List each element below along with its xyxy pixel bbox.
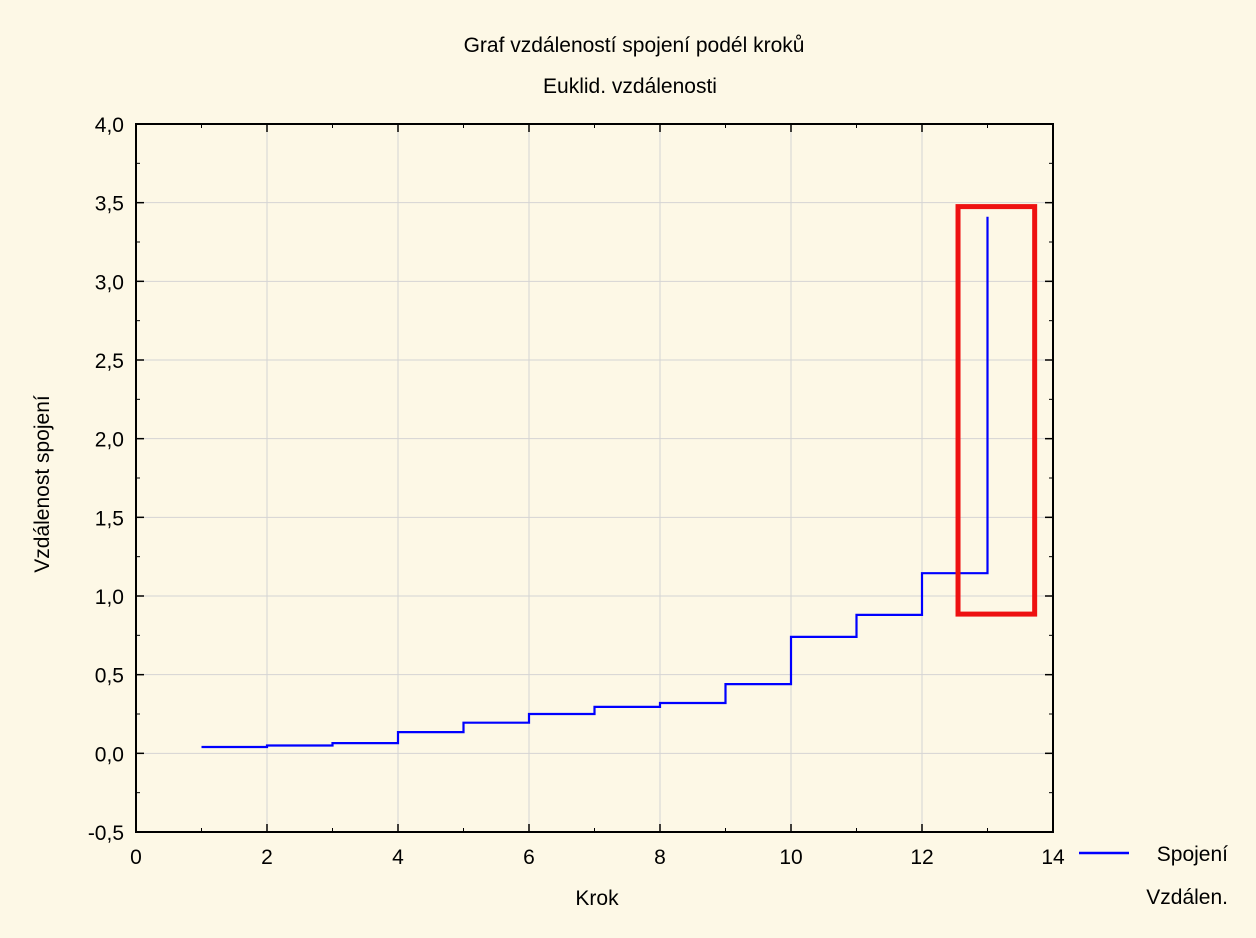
series-line [201,216,989,749]
x-tick-label: 4 [392,846,404,869]
legend: Spojení Vzdálen. [1079,843,1228,909]
y-tick-label: 3,5 [95,193,124,216]
y-tick-label: 3,0 [95,271,124,294]
x-tick-label: 8 [654,846,666,869]
y-tick-label: 0,0 [95,743,124,766]
legend-series-subname: Vzdálen. [1146,886,1228,909]
tick-labels-layer: 0 2 4 6 8 10 12 14 -0,5 0,0 0,5 1,0 1,5 2,0 2,5 3,0 3,5 4… [88,114,1065,869]
legend-series-name: Spojení [1157,843,1228,866]
y-axis-label: Vzdálenost spojení [31,395,54,573]
y-tick-label: 0,5 [95,665,124,688]
x-tick-label: 6 [523,846,535,869]
highlight-layer [955,204,1038,617]
ticks-layer [135,123,1054,833]
y-tick-label: 2,5 [95,350,124,373]
y-tick-label: 1,5 [95,507,124,530]
x-tick-label: 0 [130,846,142,869]
y-tick-label: 1,0 [95,586,124,609]
series-layer [201,216,989,749]
x-axis-label: Krok [575,887,619,910]
chart-title: Graf vzdáleností spojení podél kroků [464,34,805,57]
y-tick-label: 4,0 [95,114,124,137]
x-tick-label: 12 [910,846,933,869]
highlight-box [955,204,1038,617]
y-tick-label: 2,0 [95,429,124,452]
x-tick-label: 2 [261,846,273,869]
x-tick-label: 10 [779,846,802,869]
grid-layer [136,124,1053,832]
x-tick-label: 14 [1041,846,1065,869]
plot-frame [135,123,1054,833]
chart-subtitle: Euklid. vzdálenosti [543,75,717,98]
y-tick-label: -0,5 [88,822,124,845]
